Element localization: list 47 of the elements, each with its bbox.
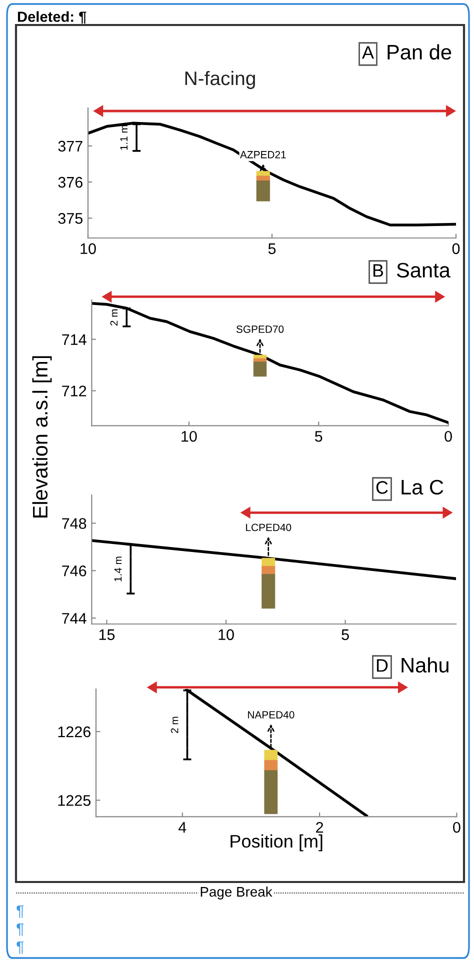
text: Deleted: ¶ [18,11,86,24]
y-tick-label: 1225 [58,795,90,806]
text: ¶ [16,923,24,936]
y-tick-label: 375 [58,213,82,224]
line-series [92,302,448,424]
chart-title: Nahu [402,657,448,673]
y-tick-label: 377 [58,140,82,152]
x-tick-label: 10 [182,430,197,442]
x-tick-label: 0 [452,243,460,254]
x-tick-label: 10 [218,629,234,640]
annotation: 2 m [110,309,118,326]
y-tick-label: 714 [62,334,86,345]
y-tick-label: 1226 [58,726,90,738]
text: C [376,481,388,494]
y-tick-label: 376 [58,176,82,188]
annotation: 2 m [170,716,178,734]
chart-title: Pan de [388,44,452,60]
annotation: LCPED40 [246,524,292,532]
annotation: SGPED70 [236,326,284,333]
text: D [376,659,388,672]
x-tick-label: 4 [178,822,186,833]
x-tick-label: 0 [453,822,460,833]
x-tick-label: 0 [444,430,452,442]
text: ¶ [16,905,24,918]
text: A [362,46,374,59]
y-tick-label: 712 [62,386,86,396]
text: N-facing [185,70,255,90]
annotation: AZPED21 [240,150,286,158]
x-tick-label: 15 [99,629,115,640]
chart-title: La C [402,480,444,495]
line-series [88,122,456,226]
annotation: 1.4 m [114,556,122,582]
x-axis-title: Position [m] [230,834,322,852]
x-tick-label: 2 [316,822,324,833]
y-tick-label: 746 [62,566,86,576]
x-tick-label: 10 [80,243,96,254]
x-tick-label: 5 [342,629,349,640]
text: B [373,264,384,277]
annotation: NAPED40 [248,711,294,718]
x-tick-label: 5 [314,431,322,442]
text: Page Break [200,886,272,900]
text: ¶ [16,941,24,954]
x-tick-label: 5 [268,243,276,254]
y-tick-label: 744 [62,613,86,624]
y-tick-label: 748 [62,518,86,529]
chart-title: Santa [396,262,450,278]
y-axis-title: Elevation a.s.l [m] [32,356,52,518]
